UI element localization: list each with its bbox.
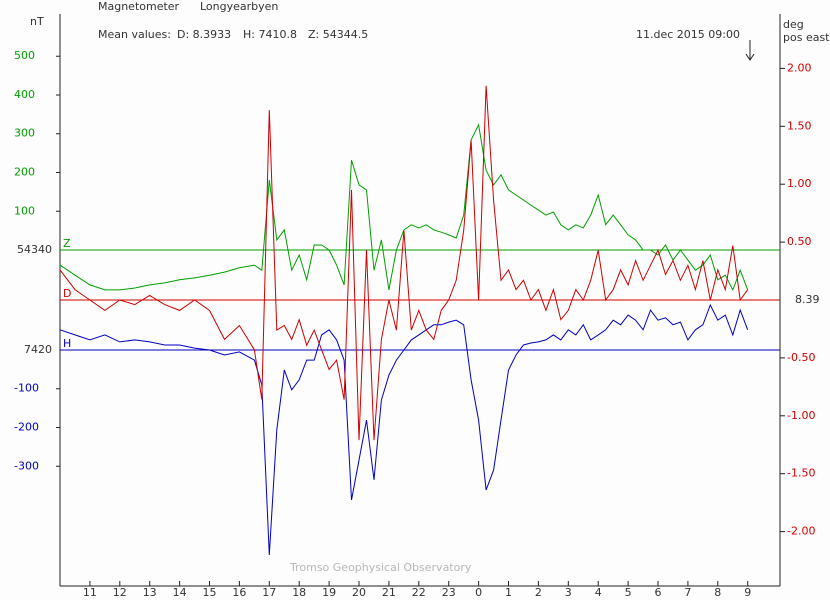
timestamp: 11.dec 2015 09:00 [636, 28, 740, 41]
x-tick-label: 19 [322, 586, 336, 599]
left-unit: nT [30, 15, 44, 28]
y2-tick-label: -0.50 [787, 351, 815, 364]
right-unit-note: pos east [783, 31, 830, 44]
series-line [59, 123, 749, 292]
y2-tick-label: 1.50 [787, 119, 812, 132]
arrow-head [745, 53, 755, 61]
x-tick-label: 20 [352, 586, 366, 599]
y-tick-label: 300 [14, 127, 35, 140]
x-tick-label: 2 [535, 586, 542, 599]
y2-tick-label: -1.00 [787, 409, 815, 422]
y-tick-label: 400 [14, 88, 35, 101]
baseline-label: 8.39 [795, 293, 820, 306]
x-tick-label: 15 [203, 586, 217, 599]
x-tick-label: 22 [412, 586, 426, 599]
y-tick-label: 200 [14, 166, 35, 179]
credit: Tromso Geophysical Observatory [289, 561, 472, 574]
series-letter: D [63, 287, 71, 300]
x-tick-label: 0 [475, 586, 482, 599]
mean-label: Mean values: [98, 28, 171, 41]
chart-title: Magnetometer [98, 0, 180, 13]
y2-tick-label: -2.00 [787, 525, 815, 538]
y-tick-label: -200 [14, 420, 39, 433]
x-tick-label: 13 [143, 586, 157, 599]
y2-tick-label: 0.50 [787, 235, 812, 248]
y-tick-label: 100 [14, 204, 35, 217]
x-tick-label: 14 [173, 586, 187, 599]
y-tick-label: -300 [14, 459, 39, 472]
baseline-label: 54340 [17, 243, 52, 256]
x-tick-label: 3 [565, 586, 572, 599]
x-tick-label: 9 [744, 586, 751, 599]
series-letter: H [63, 337, 71, 350]
x-tick-label: 17 [262, 586, 276, 599]
x-tick-label: 5 [625, 586, 632, 599]
series-line [59, 85, 749, 441]
mean-value: Z: 54344.5 [308, 28, 368, 41]
baseline-label: 7420 [24, 343, 52, 356]
time-arrow [745, 40, 755, 61]
y2-tick-label: 1.00 [787, 177, 812, 190]
x-tick-label: 16 [232, 586, 246, 599]
y2-tick-label: 2.00 [787, 61, 812, 74]
x-tick-label: 18 [292, 586, 306, 599]
mean-value: H: 7410.8 [243, 28, 297, 41]
series-letter: Z [63, 237, 71, 250]
x-tick-label: 7 [684, 586, 691, 599]
y-tick-label: -100 [14, 382, 39, 395]
x-tick-label: 1 [505, 586, 512, 599]
x-tick-label: 6 [655, 586, 662, 599]
x-tick-label: 21 [382, 586, 396, 599]
x-tick-label: 4 [595, 586, 602, 599]
y-tick-label: 500 [14, 49, 35, 62]
x-tick-label: 11 [83, 586, 97, 599]
x-tick-label: 23 [442, 586, 456, 599]
y2-tick-label: -1.50 [787, 467, 815, 480]
series-line [59, 303, 749, 556]
station-name: Longyearbyen [200, 0, 278, 13]
x-tick-label: 8 [714, 586, 721, 599]
right-unit: deg [783, 18, 804, 31]
mean-value: D: 8.3933 [177, 28, 231, 41]
x-tick-label: 12 [113, 586, 127, 599]
